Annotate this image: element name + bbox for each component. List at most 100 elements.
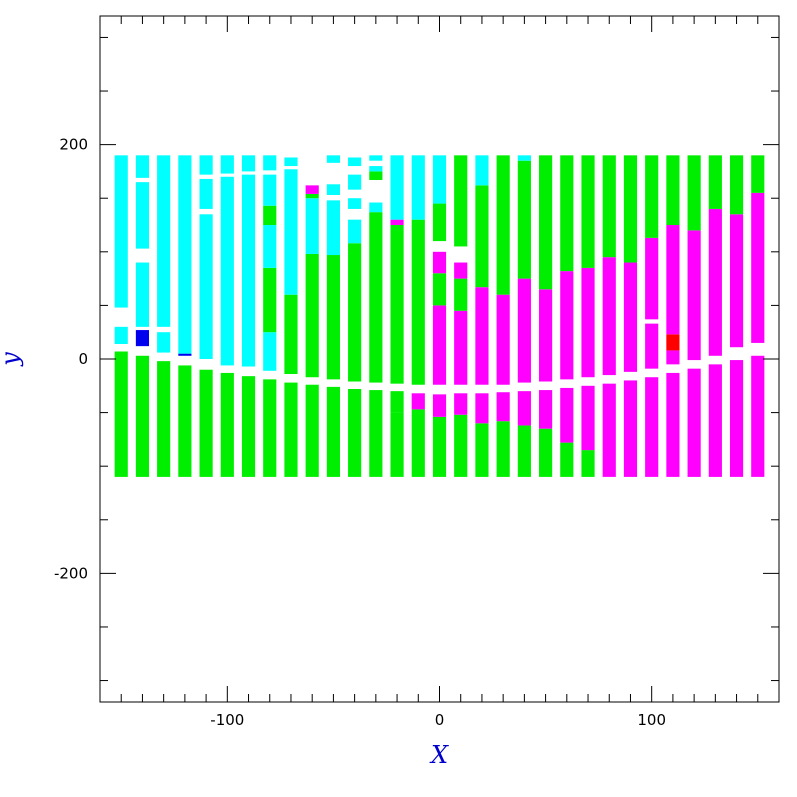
cell-col11-seg4 — [348, 174, 362, 190]
cell-col18-seg1 — [496, 392, 510, 422]
cell-col0-seg1 — [114, 326, 128, 344]
cell-col16-seg1 — [454, 393, 468, 415]
cell-col4-seg2 — [199, 178, 213, 209]
cell-col27-seg2 — [687, 155, 701, 231]
cell-col3-seg1 — [178, 353, 192, 356]
cell-col4-seg1 — [199, 214, 213, 359]
cell-col7-seg5 — [263, 174, 277, 206]
cell-col14-seg0 — [411, 409, 425, 477]
cell-col1-seg1 — [135, 330, 150, 347]
cell-col9-seg3 — [305, 193, 319, 199]
cell-col16-seg3 — [454, 278, 468, 311]
cell-col6-seg2 — [241, 155, 256, 172]
axis-ticks — [100, 16, 779, 702]
cell-col25-seg3 — [645, 155, 659, 238]
cell-col3-seg2 — [178, 155, 192, 354]
cell-col9-seg2 — [305, 198, 319, 254]
cell-col15-seg6 — [432, 155, 447, 204]
cell-col7-seg1 — [263, 332, 277, 371]
cell-col2-seg0 — [157, 361, 171, 477]
cell-col11-seg5 — [348, 157, 362, 167]
cell-col19-seg2 — [517, 278, 531, 383]
cell-col20-seg0 — [539, 428, 553, 477]
cell-col7-seg4 — [263, 205, 277, 226]
cell-col10-seg1 — [326, 255, 340, 380]
cell-col15-seg5 — [432, 203, 447, 242]
cell-col18-seg3 — [496, 155, 510, 295]
cell-col11-seg3 — [348, 198, 362, 209]
cell-col5-seg0 — [220, 372, 234, 477]
y-axis-title: y — [0, 352, 24, 367]
cell-col11-seg0 — [348, 389, 362, 477]
cell-col17-seg1 — [475, 393, 489, 424]
cell-col26-seg0 — [666, 372, 680, 477]
cell-col20-seg3 — [539, 155, 553, 290]
cell-col24-seg1 — [623, 262, 638, 372]
x-tick-label: -100 — [210, 711, 244, 729]
cell-col13-seg3 — [390, 219, 404, 226]
cell-col13-seg1 — [390, 391, 404, 413]
cell-col17-seg0 — [475, 423, 489, 477]
cell-col12-seg0 — [369, 390, 383, 477]
cell-col21-seg0 — [560, 442, 574, 477]
cell-col26-seg1 — [666, 350, 680, 365]
cell-col17-seg4 — [475, 155, 489, 186]
cell-col29-seg2 — [729, 155, 744, 215]
cell-col9-seg1 — [305, 253, 319, 378]
y-tick-label: -200 — [54, 564, 88, 582]
cell-col17-seg2 — [475, 287, 489, 385]
cell-col14-seg3 — [411, 155, 425, 220]
cell-col29-seg0 — [729, 360, 744, 477]
cell-col16-seg5 — [454, 155, 468, 247]
cell-col21-seg3 — [560, 155, 574, 272]
cell-col26-seg2 — [666, 334, 680, 351]
cell-col17-seg3 — [475, 185, 489, 288]
x-tick-label: 100 — [637, 711, 666, 729]
cell-col7-seg2 — [263, 267, 277, 333]
cell-col22-seg1 — [581, 385, 595, 451]
cell-col16-seg0 — [454, 414, 468, 477]
cell-col18-seg0 — [496, 421, 510, 477]
cell-col10-seg4 — [326, 155, 340, 163]
cell-col2-seg1 — [157, 332, 171, 353]
y-tick-label: 0 — [78, 350, 88, 368]
cell-col23-seg2 — [602, 155, 616, 258]
cell-col18-seg2 — [496, 294, 510, 385]
cell-col10-seg3 — [326, 184, 340, 195]
cell-col30-seg0 — [751, 355, 765, 477]
cell-col22-seg3 — [581, 155, 595, 268]
cell-col19-seg1 — [517, 391, 531, 426]
cell-col28-seg1 — [708, 208, 722, 356]
cell-col20-seg1 — [539, 390, 553, 429]
cell-col25-seg1 — [645, 323, 659, 369]
cell-col30-seg1 — [751, 192, 765, 343]
cell-col1-seg0 — [135, 355, 150, 477]
cell-col4-seg0 — [199, 369, 213, 477]
plot-cells — [114, 155, 765, 477]
y-tick-label: 200 — [59, 136, 88, 154]
cell-col27-seg0 — [687, 368, 701, 477]
cell-col0-seg0 — [114, 351, 128, 477]
cell-col8-seg3 — [284, 157, 298, 167]
cell-col12-seg5 — [369, 155, 383, 161]
cell-col6-seg0 — [241, 376, 256, 477]
cell-col13-seg2 — [390, 225, 404, 384]
cell-col14-seg2 — [411, 219, 425, 385]
cell-col7-seg6 — [263, 155, 277, 171]
cell-col21-seg1 — [560, 387, 574, 443]
cell-col27-seg1 — [687, 230, 701, 361]
x-tick-label: 0 — [435, 711, 445, 729]
cell-col7-seg0 — [263, 379, 277, 477]
cell-col1-seg2 — [135, 262, 150, 327]
cell-col11-seg2 — [348, 219, 362, 244]
cell-col13-seg4 — [390, 155, 404, 220]
cell-col29-seg1 — [729, 214, 744, 348]
cell-col25-seg2 — [645, 237, 659, 320]
cell-col15-seg1 — [432, 394, 447, 417]
cell-col10-seg2 — [326, 200, 340, 256]
cell-col14-seg1 — [411, 393, 425, 410]
cell-col19-seg3 — [517, 160, 531, 279]
cell-col9-seg4 — [305, 185, 319, 194]
cell-col30-seg2 — [751, 155, 765, 193]
cell-col28-seg2 — [708, 155, 722, 209]
